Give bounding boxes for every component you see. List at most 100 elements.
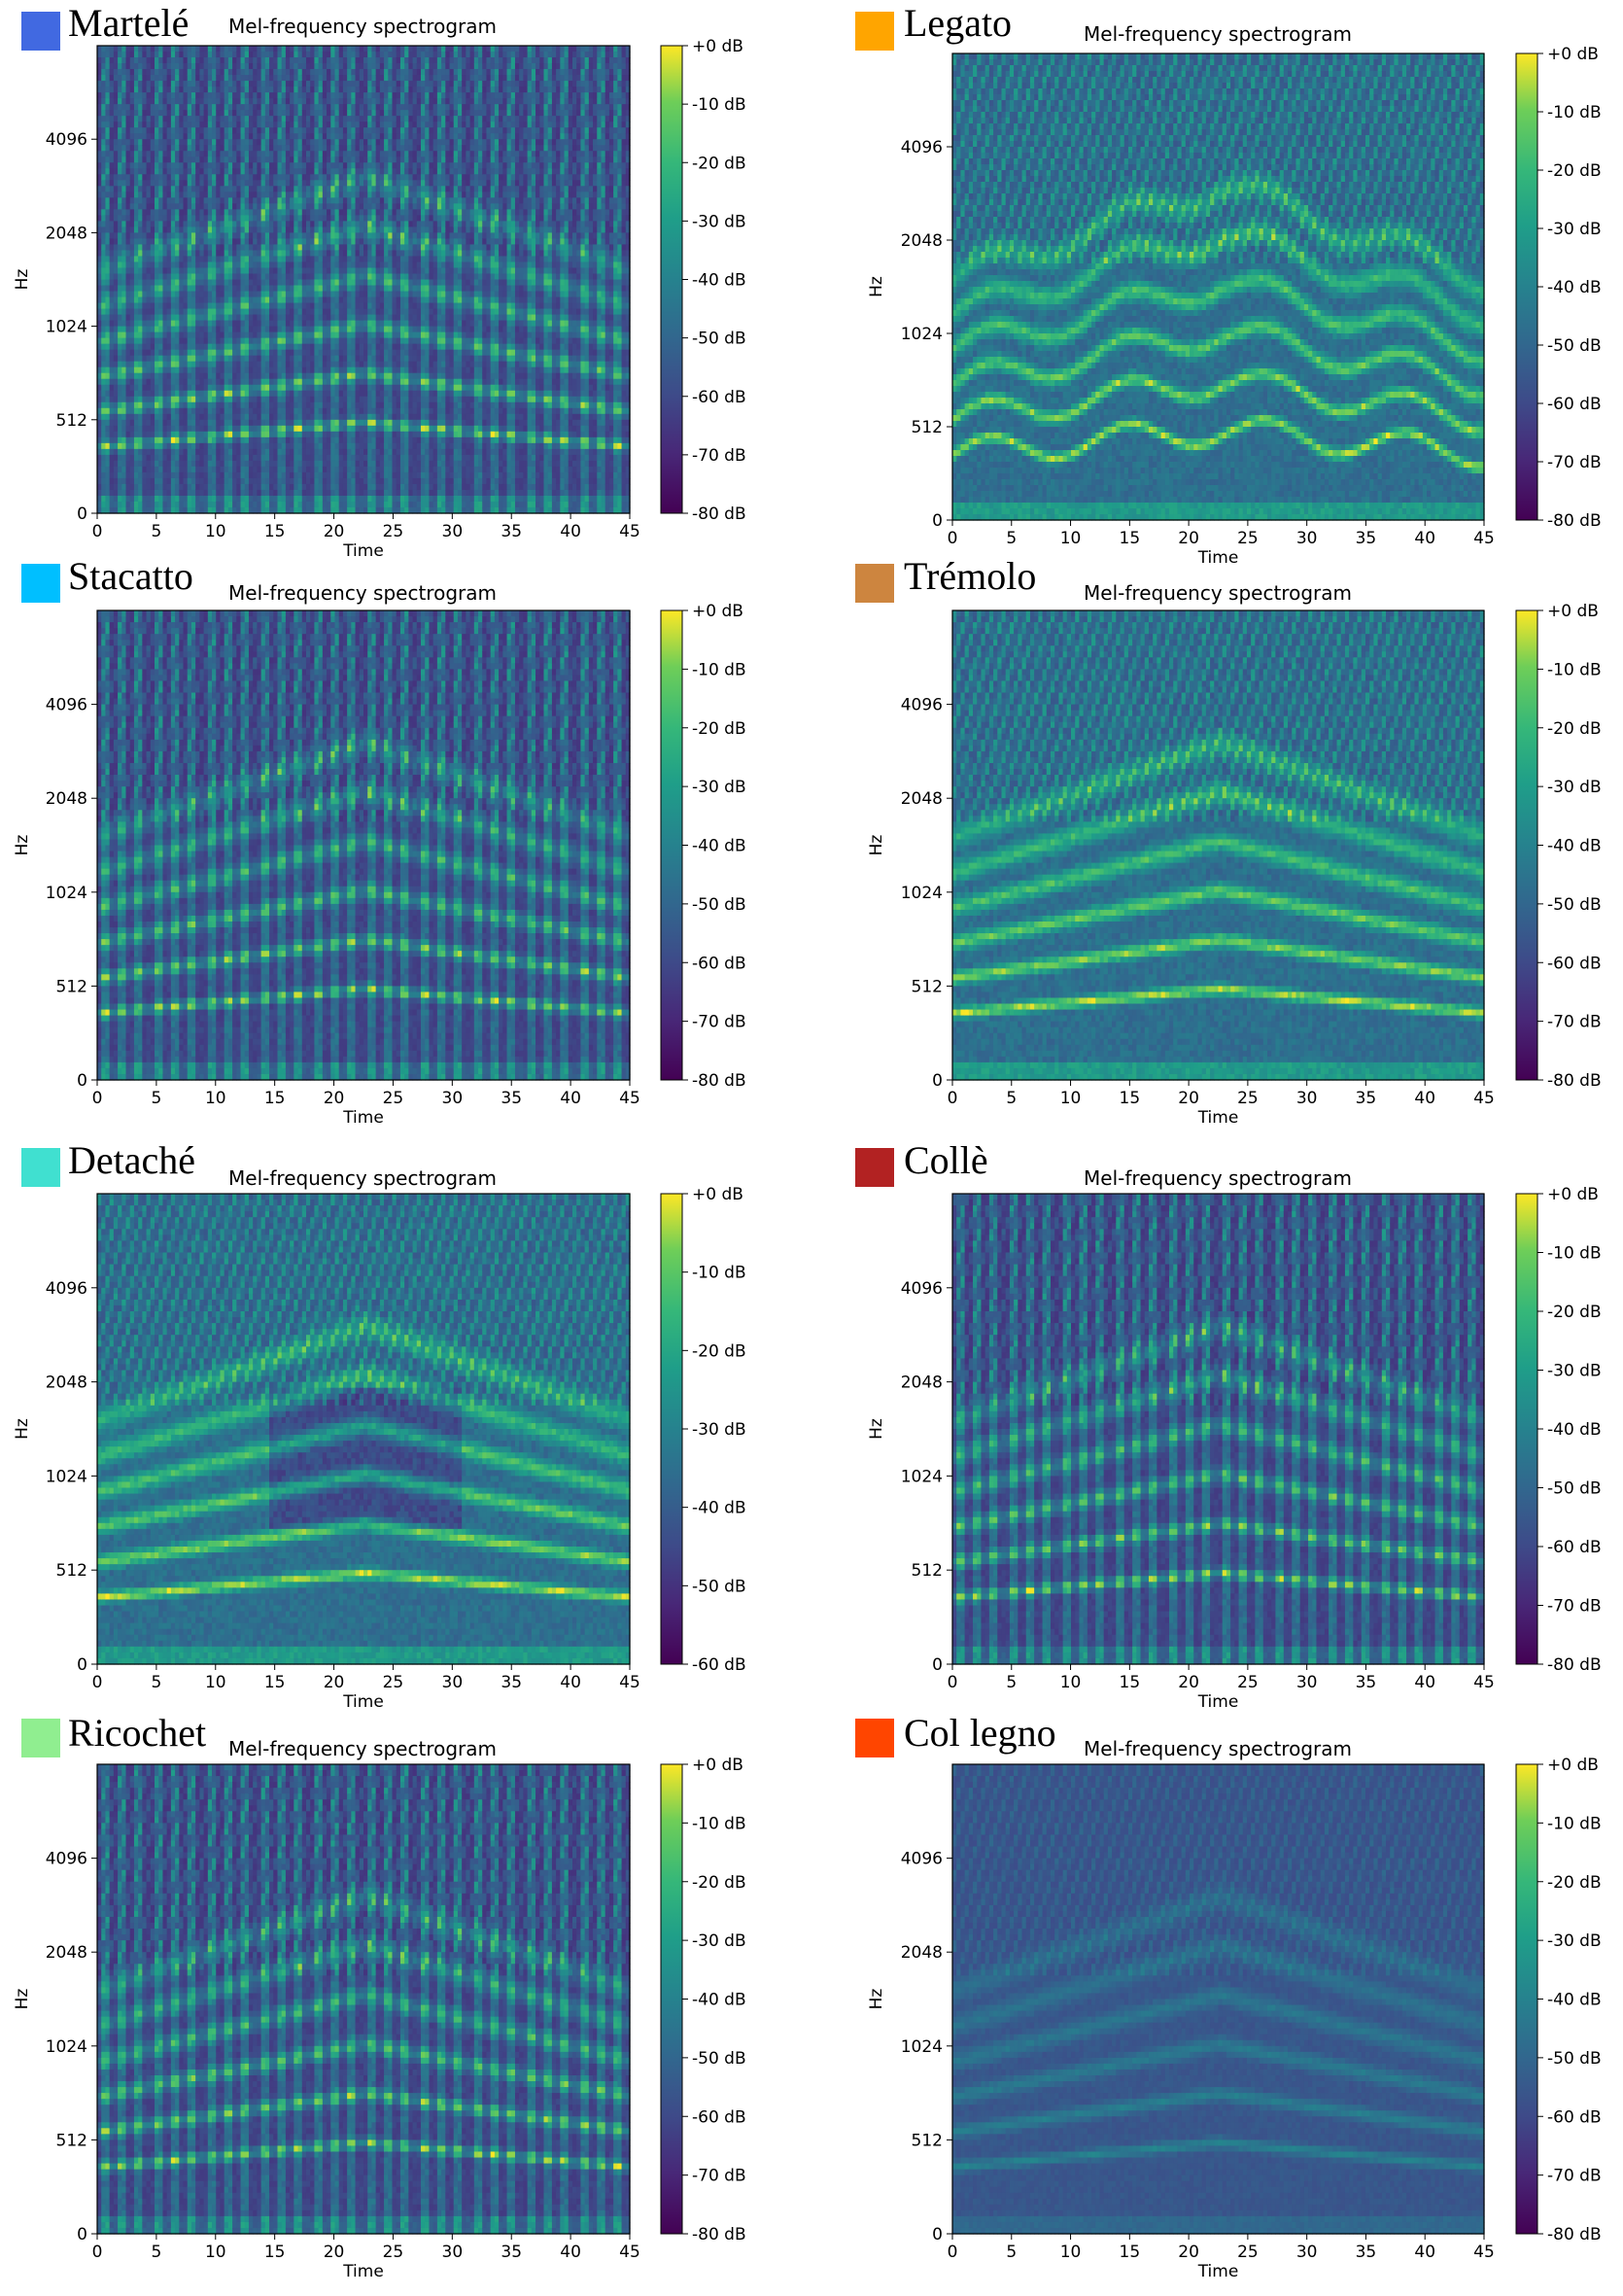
colorbar-tick-label: -20 dB xyxy=(1547,719,1602,739)
chart-title: Mel-frequency spectrogram xyxy=(228,15,497,38)
colorbar-tick-label: -40 dB xyxy=(692,1499,746,1518)
colorbar-tick-label: -20 dB xyxy=(692,1341,746,1361)
colorbar-tick-label: -30 dB xyxy=(692,1420,746,1440)
y-tick-label: 4096 xyxy=(901,138,943,157)
heatmap xyxy=(952,1764,1485,2235)
colorbar-tick-label: -40 dB xyxy=(692,837,746,856)
x-tick-label: 10 xyxy=(205,1673,226,1692)
legend-swatch xyxy=(855,564,894,603)
colorbar-tick-label: -30 dB xyxy=(1547,1931,1602,1951)
colorbar-tick-label: -50 dB xyxy=(692,1577,746,1596)
x-tick-label: 0 xyxy=(92,1673,103,1692)
x-tick-label: 35 xyxy=(1356,529,1377,548)
colorbar-tick-label: -10 dB xyxy=(1547,1814,1602,1833)
legend-swatch xyxy=(855,12,894,51)
technique-label: Martelé xyxy=(68,1,189,45)
colorbar-tick-label: -10 dB xyxy=(1547,1244,1602,1264)
y-tick-label: 1024 xyxy=(901,884,943,903)
x-tick-label: 40 xyxy=(1414,2243,1435,2262)
colorbar-tick-label: +0 dB xyxy=(1547,602,1599,621)
x-tick-label: 0 xyxy=(92,1089,103,1108)
technique-label: Col legno xyxy=(904,1711,1056,1755)
y-tick-label: 512 xyxy=(912,1561,943,1581)
y-tick-label: 2048 xyxy=(901,1374,943,1393)
heatmap xyxy=(97,610,631,1081)
x-tick-label: 15 xyxy=(1120,1673,1141,1692)
heatmap xyxy=(97,46,631,514)
colorbar-tick-label: -70 dB xyxy=(692,2167,746,2186)
colorbar-tick-label: -70 dB xyxy=(1547,1013,1602,1032)
y-tick-label: 512 xyxy=(56,977,87,996)
colorbar-tick-label: -10 dB xyxy=(692,1264,746,1283)
colorbar-tick-label: +0 dB xyxy=(1547,1185,1599,1204)
x-tick-label: 10 xyxy=(1060,2243,1082,2262)
x-tick-label: 30 xyxy=(1296,2243,1318,2262)
x-tick-label: 0 xyxy=(948,1673,958,1692)
colorbar xyxy=(661,1764,682,2234)
y-tick-label: 2048 xyxy=(46,1943,87,1963)
colorbar-tick-label: -80 dB xyxy=(1547,2225,1602,2244)
colorbar-tick-label: -20 dB xyxy=(1547,1303,1602,1322)
y-tick-label: 1024 xyxy=(46,318,87,337)
x-tick-label: 15 xyxy=(1120,2243,1141,2262)
y-tick-label: 2048 xyxy=(901,231,943,251)
x-axis-label: Time xyxy=(1197,1692,1239,1712)
y-tick-label: 4096 xyxy=(901,696,943,715)
y-tick-label: 1024 xyxy=(901,1467,943,1486)
y-tick-label: 0 xyxy=(932,511,943,531)
y-tick-label: 4096 xyxy=(901,1850,943,1869)
x-tick-label: 45 xyxy=(1473,1673,1495,1692)
x-tick-label: 0 xyxy=(92,2243,103,2262)
y-tick-label: 512 xyxy=(56,2131,87,2150)
x-tick-label: 35 xyxy=(1356,1673,1377,1692)
x-tick-label: 10 xyxy=(205,2243,226,2262)
x-tick-label: 40 xyxy=(1414,1089,1435,1108)
y-tick-label: 1024 xyxy=(901,325,943,344)
colorbar xyxy=(1516,1764,1537,2234)
y-axis-label: Hz xyxy=(867,276,886,297)
colorbar-tick-label: +0 dB xyxy=(692,1756,743,1775)
x-tick-label: 20 xyxy=(324,522,345,541)
x-tick-label: 30 xyxy=(1296,529,1318,548)
colorbar-tick-label: -60 dB xyxy=(1547,1538,1602,1557)
colorbar-tick-label: -10 dB xyxy=(692,95,746,115)
technique-label: Ricochet xyxy=(68,1711,206,1755)
chart-title: Mel-frequency spectrogram xyxy=(1084,1166,1352,1190)
x-tick-label: 25 xyxy=(383,1673,404,1692)
colorbar-tick-label: -70 dB xyxy=(1547,1597,1602,1617)
colorbar-tick-label: -50 dB xyxy=(1547,336,1602,356)
y-tick-label: 4096 xyxy=(46,1850,87,1869)
x-tick-label: 25 xyxy=(1237,2243,1259,2262)
x-tick-label: 35 xyxy=(501,2243,522,2262)
x-tick-label: 45 xyxy=(619,2243,640,2262)
x-axis-label: Time xyxy=(342,541,384,561)
x-tick-label: 15 xyxy=(264,2243,286,2262)
x-tick-label: 35 xyxy=(501,1673,522,1692)
x-tick-label: 40 xyxy=(1414,1673,1435,1692)
colorbar-tick-label: -80 dB xyxy=(1547,1071,1602,1091)
x-tick-label: 30 xyxy=(442,2243,464,2262)
x-tick-label: 20 xyxy=(324,2243,345,2262)
colorbar-tick-label: +0 dB xyxy=(1547,45,1599,64)
y-tick-label: 0 xyxy=(932,2225,943,2244)
y-axis-label: Hz xyxy=(13,835,32,856)
technique-label: Collè xyxy=(904,1138,988,1182)
colorbar-tick-label: -50 dB xyxy=(1547,2049,1602,2069)
x-tick-label: 0 xyxy=(92,522,103,541)
legend-swatch xyxy=(855,1719,894,1757)
y-tick-label: 512 xyxy=(56,1561,87,1581)
colorbar xyxy=(661,46,682,513)
colorbar-tick-label: -40 dB xyxy=(1547,837,1602,856)
y-tick-label: 0 xyxy=(77,1655,87,1675)
x-tick-label: 15 xyxy=(1120,1089,1141,1108)
x-tick-label: 20 xyxy=(1178,2243,1199,2262)
colorbar-tick-label: -40 dB xyxy=(692,1991,746,2010)
x-axis-label: Time xyxy=(1197,2262,1239,2281)
y-axis-label: Hz xyxy=(13,1418,32,1440)
colorbar-tick-label: -20 dB xyxy=(1547,1873,1602,1893)
